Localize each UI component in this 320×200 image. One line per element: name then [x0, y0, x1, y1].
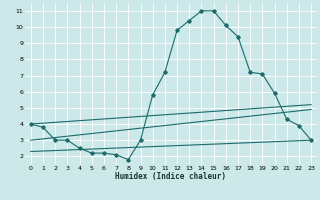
- X-axis label: Humidex (Indice chaleur): Humidex (Indice chaleur): [116, 172, 227, 181]
